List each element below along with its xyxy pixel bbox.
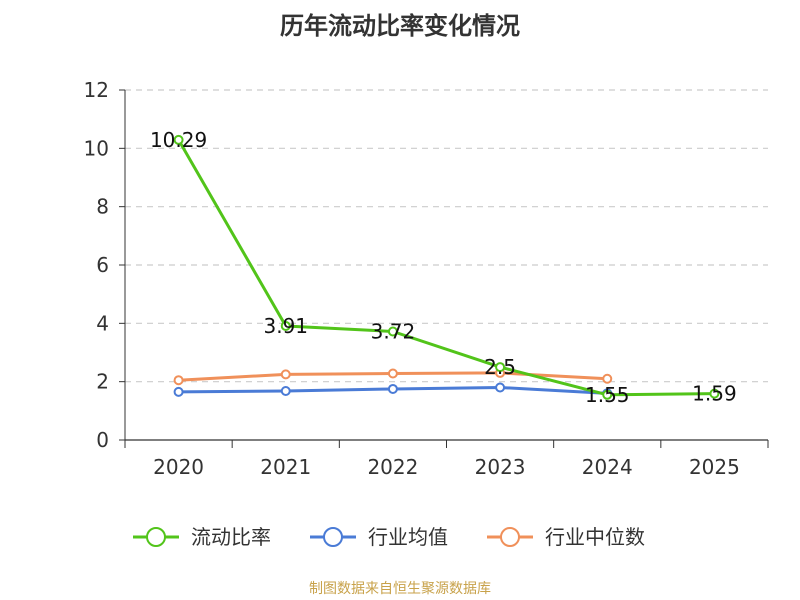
data-label: 3.72	[371, 320, 416, 344]
legend-swatch-marker[interactable]	[500, 527, 520, 547]
y-tick-label: 4	[96, 311, 109, 335]
data-point[interactable]	[495, 382, 506, 393]
y-tick-label: 10	[84, 136, 109, 160]
series-lines	[173, 134, 720, 400]
data-point[interactable]	[709, 388, 720, 399]
data-point[interactable]	[602, 373, 613, 384]
data-labels: 10.29 3.91 3.72 2.5 1.55 1.59	[150, 128, 737, 407]
data-point[interactable]	[280, 386, 291, 396]
data-label: 1.59	[692, 382, 737, 406]
data-point[interactable]	[387, 383, 398, 394]
x-tick-label: 2023	[475, 455, 526, 479]
legend: 流动比率 行业均值 行业中位数	[133, 525, 645, 549]
series-line	[177, 139, 715, 397]
data-point[interactable]	[602, 389, 613, 400]
source-note: 制图数据来自恒生聚源数据库	[309, 581, 491, 597]
data-point[interactable]	[387, 368, 398, 379]
y-tick-label: 2	[96, 370, 109, 394]
legend-label[interactable]: 流动比率	[191, 525, 271, 549]
x-tick-label: 2021	[260, 455, 311, 479]
data-label: 3.91	[263, 314, 308, 338]
x-tick-label: 2022	[367, 455, 418, 479]
chart-title: 历年流动比率变化情况	[280, 12, 520, 40]
x-tick-label: 2025	[689, 455, 740, 479]
x-tick-label: 2020	[153, 455, 204, 479]
data-point[interactable]	[173, 386, 184, 397]
x-tick-label: 2024	[582, 455, 633, 479]
gridlines	[125, 89, 768, 383]
data-label: 10.29	[150, 128, 207, 152]
legend-label[interactable]: 行业均值	[368, 525, 448, 549]
y-tick-label: 12	[84, 78, 109, 102]
data-point[interactable]	[173, 134, 184, 145]
data-point[interactable]	[387, 326, 398, 337]
y-tick-label: 8	[96, 195, 109, 219]
y-tick-label: 6	[96, 253, 109, 277]
axes: 0 2 4 6 8 10 12 2020 2021 2022 2023 2024 2025	[84, 78, 769, 479]
data-point[interactable]	[280, 369, 291, 380]
legend-swatch-marker[interactable]	[323, 527, 343, 547]
legend-swatch-marker[interactable]	[146, 527, 166, 547]
data-label: 2.5	[484, 355, 516, 379]
y-tick-label: 0	[96, 428, 109, 452]
data-label: 1.55	[585, 383, 630, 407]
legend-label[interactable]: 行业中位数	[545, 525, 645, 549]
data-point[interactable]	[173, 375, 184, 386]
data-point[interactable]	[495, 362, 506, 373]
data-point[interactable]	[280, 320, 291, 331]
